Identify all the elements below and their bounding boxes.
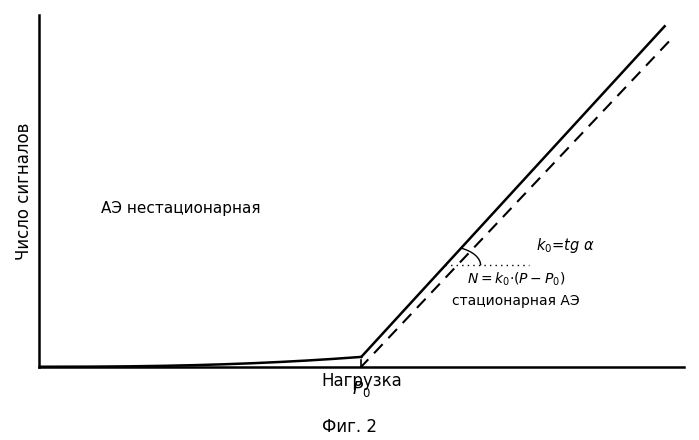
Text: АЭ нестационарная: АЭ нестационарная xyxy=(101,201,260,216)
X-axis label: Нагрузка: Нагрузка xyxy=(321,372,402,390)
Text: Фиг. 2: Фиг. 2 xyxy=(322,418,377,436)
Text: $k_0$=tg α: $k_0$=tg α xyxy=(535,236,594,255)
Y-axis label: Число сигналов: Число сигналов xyxy=(15,122,33,260)
Text: $P_0$: $P_0$ xyxy=(352,379,370,399)
Text: $N =k_0{\cdot}( P - P_0)$
стационарная АЭ: $N =k_0{\cdot}( P - P_0)$ стационарная А… xyxy=(452,270,580,308)
